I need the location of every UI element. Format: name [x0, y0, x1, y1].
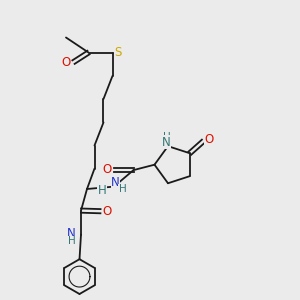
Text: O: O [103, 163, 112, 176]
Text: N: N [111, 176, 120, 189]
Text: H: H [118, 184, 126, 194]
Text: H: H [68, 236, 75, 246]
Text: H: H [98, 184, 106, 197]
Text: O: O [204, 133, 213, 146]
Text: O: O [103, 205, 112, 218]
Text: N: N [67, 226, 76, 240]
Text: S: S [114, 46, 122, 59]
Text: H: H [163, 132, 170, 142]
Text: N: N [162, 136, 171, 149]
Text: O: O [61, 56, 70, 69]
